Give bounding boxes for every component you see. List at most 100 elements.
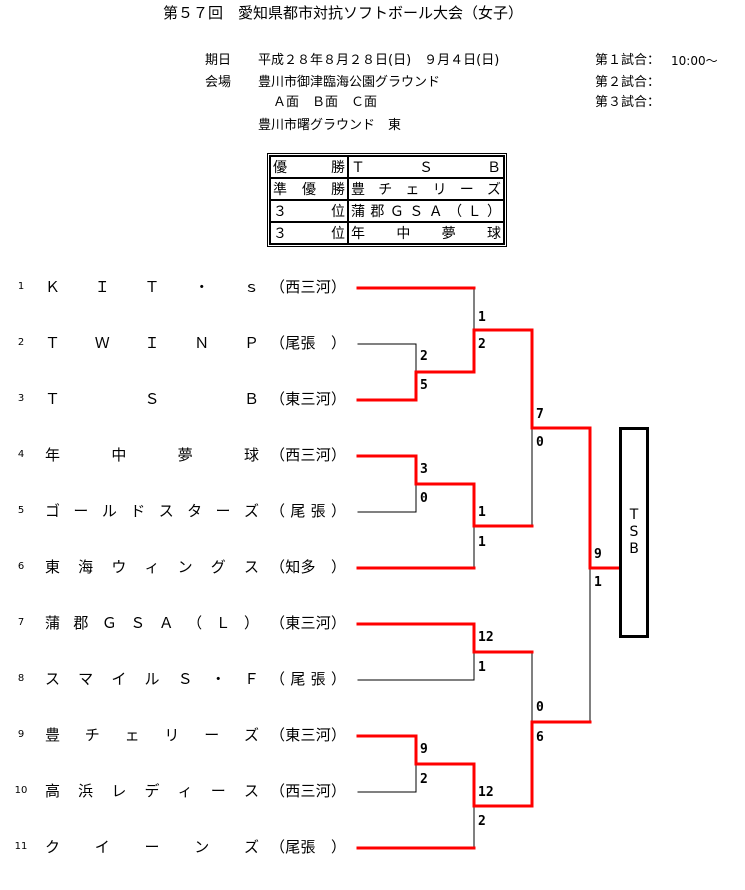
char: Ｓ bbox=[409, 204, 424, 220]
char: Ｌ bbox=[467, 204, 482, 220]
char: 高 bbox=[45, 782, 61, 800]
char: ー bbox=[204, 726, 220, 744]
char: 西 bbox=[285, 782, 301, 800]
char: （ bbox=[270, 502, 286, 520]
game1-label: 第１試合： bbox=[595, 53, 661, 68]
char: ィ bbox=[177, 782, 193, 800]
match-score: 2 bbox=[478, 814, 486, 829]
char: レ bbox=[111, 782, 127, 800]
char: Ｓ bbox=[130, 614, 146, 632]
char: 西 bbox=[285, 446, 301, 464]
char: ） bbox=[330, 334, 346, 352]
char: 知 bbox=[285, 558, 301, 576]
char: 三 bbox=[300, 390, 316, 408]
team-region: （西三河） bbox=[270, 446, 346, 464]
char: ズ bbox=[243, 502, 259, 520]
result-row: 準優勝豊チェリーズ bbox=[270, 178, 504, 200]
result-rank: 準優勝 bbox=[270, 178, 348, 200]
char: ） bbox=[330, 726, 346, 744]
char: 三 bbox=[300, 278, 316, 296]
date-value: 平成２８年８月２８日(日) ９月４日(日) bbox=[258, 53, 500, 68]
char: 位 bbox=[331, 204, 345, 220]
team-number: 6 bbox=[17, 561, 25, 572]
team-number: 5 bbox=[17, 505, 25, 516]
char: 張 bbox=[310, 670, 326, 688]
char: 東 bbox=[285, 390, 301, 408]
team-name: 年中夢球 bbox=[45, 446, 259, 464]
char: 優 bbox=[273, 160, 287, 176]
char: チ bbox=[84, 726, 100, 744]
match-score: 3 bbox=[420, 462, 428, 477]
char: （ bbox=[270, 390, 286, 408]
char: 尾 bbox=[290, 502, 306, 520]
char: 球 bbox=[243, 446, 259, 464]
team-name: 蒲郡 Ｇ Ｓ Ａ （ Ｌ ） bbox=[45, 614, 259, 632]
team-region: （尾張 ） bbox=[270, 334, 346, 352]
char: ル bbox=[101, 502, 117, 520]
char: ズ bbox=[486, 182, 501, 198]
char: ） bbox=[330, 446, 346, 464]
team-region: （東三河） bbox=[270, 726, 346, 744]
match-score: 1 bbox=[478, 505, 486, 520]
char: 夢 bbox=[441, 226, 456, 242]
char: 球 bbox=[486, 226, 501, 242]
venue-1: 豊川市御津臨海公園グラウンド bbox=[258, 75, 441, 90]
match-score: 9 bbox=[420, 742, 428, 757]
char: 郡 bbox=[73, 614, 89, 632]
match-score: 2 bbox=[478, 337, 486, 352]
match-score: 9 bbox=[594, 547, 602, 562]
char: 豊 bbox=[45, 726, 61, 744]
team-region: （知多 ） bbox=[270, 558, 346, 576]
team-name: 東海ウィングス bbox=[45, 558, 259, 576]
team-row: 7 蒲郡 Ｇ Ｓ Ａ （Ｌ）（東三河） bbox=[0, 614, 360, 632]
char: ー bbox=[144, 838, 160, 856]
result-rank: 優勝 bbox=[270, 156, 348, 178]
team-name: 豊チェリーズ bbox=[45, 726, 259, 744]
char: 河 bbox=[315, 782, 331, 800]
team-region: （尾張 ） bbox=[270, 838, 346, 856]
char: Ｉ bbox=[144, 334, 160, 352]
char: ル bbox=[144, 670, 160, 688]
match-score: 2 bbox=[420, 772, 428, 787]
char: Ｔ bbox=[144, 278, 160, 296]
char: ー bbox=[215, 502, 231, 520]
char: 尾 bbox=[285, 838, 301, 856]
char: 海 bbox=[78, 558, 94, 576]
team-region: （尾張） bbox=[270, 502, 346, 520]
team-number: 1 bbox=[17, 281, 25, 292]
char: ス bbox=[45, 670, 61, 688]
char: 西 bbox=[285, 278, 301, 296]
char: Ｎ bbox=[194, 334, 210, 352]
team-number: 3 bbox=[17, 393, 25, 404]
page-title: 第５７回 愛知県都市対抗ソフトボール大会（女子） bbox=[163, 4, 524, 22]
char: Ｆ bbox=[243, 670, 259, 688]
team-name: Ｋ Ｉ Ｔ ・ ｓ bbox=[45, 278, 259, 296]
char: 優 bbox=[302, 182, 316, 198]
team-number: 9 bbox=[17, 729, 25, 740]
team-row: 8 スマイル Ｓ ・ Ｆ （尾張） bbox=[0, 670, 360, 688]
char: ェ bbox=[124, 726, 140, 744]
char: 多 bbox=[300, 558, 316, 576]
char: ク bbox=[45, 838, 61, 856]
char: ） bbox=[330, 670, 346, 688]
match-score: 0 bbox=[536, 435, 544, 450]
char: ） bbox=[330, 782, 346, 800]
char: Ｔ bbox=[351, 160, 365, 176]
team-region: （西三河） bbox=[270, 782, 346, 800]
char: ス bbox=[243, 558, 259, 576]
char: 年 bbox=[351, 226, 365, 242]
team-row: 5 ゴールドスターズ（尾張） bbox=[0, 502, 360, 520]
champion-char: T bbox=[629, 507, 639, 523]
champion-char: S bbox=[629, 524, 639, 540]
char: （ bbox=[270, 838, 286, 856]
char: 三 bbox=[300, 614, 316, 632]
team-region: （東三河） bbox=[270, 614, 346, 632]
char: Ａ bbox=[158, 614, 174, 632]
char: ー bbox=[73, 502, 89, 520]
team-number: 11 bbox=[14, 841, 28, 852]
